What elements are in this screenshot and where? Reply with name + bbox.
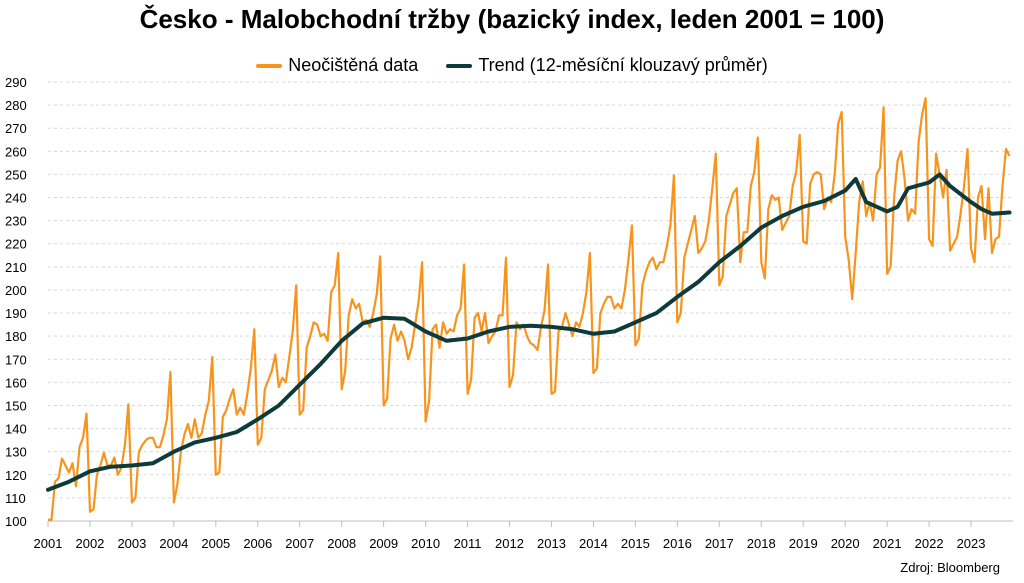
y-tick-label: 290 — [5, 75, 27, 90]
series-line-trend — [46, 172, 1012, 492]
x-tick-label: 2009 — [369, 536, 398, 551]
x-tick-label: 2006 — [243, 536, 272, 551]
y-tick-label: 190 — [5, 306, 27, 321]
x-tick-label: 2003 — [117, 536, 146, 551]
x-tick-label: 2021 — [873, 536, 902, 551]
x-tick-label: 2002 — [75, 536, 104, 551]
legend-label-trend: Trend (12-měsíční klouzavý průměr) — [478, 55, 768, 75]
y-tick-label: 260 — [5, 144, 27, 159]
y-tick-label: 150 — [5, 398, 27, 413]
x-tick-label: 2001 — [34, 536, 63, 551]
y-tick-label: 280 — [5, 98, 27, 113]
legend-item-raw: Neočištěná data — [256, 55, 418, 76]
legend-label-raw: Neočištěná data — [288, 55, 419, 75]
legend-swatch-raw — [256, 63, 283, 68]
y-tick-label: 270 — [5, 121, 27, 136]
x-tick-label: 2010 — [411, 536, 440, 551]
y-tick-label: 210 — [5, 260, 27, 275]
y-tick-label: 230 — [5, 214, 27, 229]
x-tick-label: 2005 — [201, 536, 230, 551]
x-tick-label: 2019 — [789, 536, 818, 551]
x-tick-label: 2013 — [537, 536, 566, 551]
y-tick-label: 240 — [5, 191, 27, 206]
y-tick-label: 170 — [5, 352, 27, 367]
x-tick-label: 2012 — [495, 536, 524, 551]
legend-item-trend: Trend (12-měsíční klouzavý průměr) — [446, 55, 768, 76]
x-tick-label: 2022 — [915, 536, 944, 551]
legend: Neočištěná data Trend (12-měsíční klouza… — [0, 55, 1024, 76]
legend-swatch-trend — [446, 63, 473, 68]
x-tick-label: 2016 — [663, 536, 692, 551]
x-tick-label: 2011 — [454, 536, 482, 551]
x-tick-label: 2014 — [579, 536, 608, 551]
x-tick-label: 2017 — [705, 536, 734, 551]
x-tick-label: 2004 — [159, 536, 188, 551]
series-line-raw — [48, 97, 1011, 521]
y-tick-label: 160 — [5, 375, 27, 390]
x-tick-label: 2008 — [327, 536, 356, 551]
y-tick-label: 250 — [5, 167, 27, 182]
x-tick-label: 2007 — [285, 536, 314, 551]
x-tick-label: 2020 — [831, 536, 860, 551]
x-tick-label: 2015 — [621, 536, 650, 551]
y-tick-label: 110 — [5, 491, 26, 506]
x-tick-label: 2018 — [747, 536, 776, 551]
source-note: Zdroj: Bloomberg — [900, 560, 1000, 575]
y-tick-label: 180 — [5, 329, 27, 344]
y-tick-label: 120 — [5, 468, 27, 483]
y-tick-label: 200 — [5, 283, 27, 298]
chart-title: Česko - Malobchodní tržby (bazický index… — [139, 4, 885, 34]
y-tick-label: 140 — [5, 422, 27, 437]
y-tick-label: 130 — [5, 445, 27, 460]
x-tick-label: 2023 — [957, 536, 986, 551]
y-tick-label: 100 — [5, 514, 27, 529]
y-tick-label: 220 — [5, 237, 27, 252]
